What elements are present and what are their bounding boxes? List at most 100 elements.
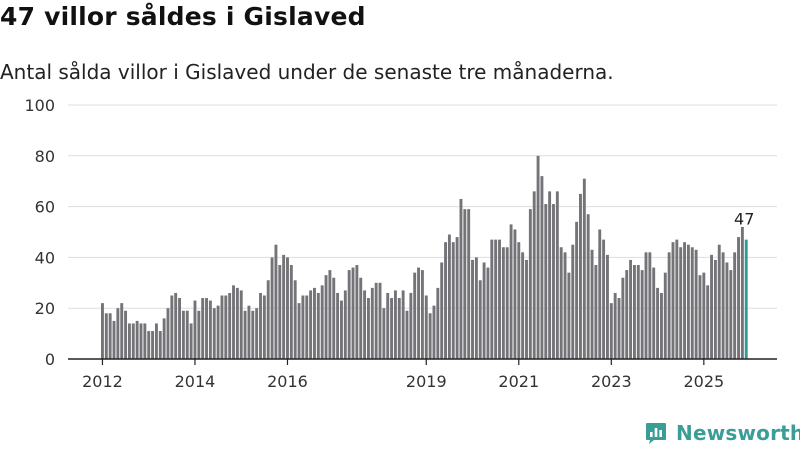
bar: [675, 239, 679, 359]
bar: [548, 191, 552, 359]
bar: [135, 320, 139, 359]
bar: [397, 298, 401, 359]
x-tick-label: 2023: [591, 372, 632, 391]
bar: [617, 298, 621, 359]
bar: [274, 244, 278, 359]
bar: [629, 259, 633, 359]
bar: [420, 270, 424, 359]
bar: [328, 270, 332, 359]
bar: [621, 277, 625, 359]
bar: [579, 193, 582, 359]
bar: [101, 303, 104, 359]
bar: [170, 295, 174, 359]
bar: [147, 331, 151, 359]
bar: [201, 298, 205, 359]
bar: [478, 280, 482, 359]
bar: [162, 318, 166, 359]
bar: [393, 290, 397, 359]
brand-name: Newsworthy: [676, 421, 800, 445]
bar: [501, 247, 505, 359]
bar: [220, 295, 224, 359]
bar: [336, 292, 340, 359]
bar: [208, 300, 212, 359]
bar: [151, 331, 155, 359]
bar: [436, 287, 440, 359]
bar: [698, 275, 702, 359]
bar: [185, 310, 189, 359]
bar: [127, 323, 131, 359]
bars: [101, 155, 748, 359]
x-tick-label: 2014: [175, 372, 216, 391]
bar: [235, 287, 239, 359]
bar: [363, 290, 367, 359]
bar-highlight: [744, 239, 748, 359]
bar: [740, 226, 744, 359]
bar: [667, 252, 671, 359]
bar: [104, 313, 108, 359]
bar: [316, 292, 320, 359]
bar: [648, 252, 652, 359]
bar: [613, 292, 617, 359]
bar: [278, 265, 282, 359]
bar: [409, 292, 413, 359]
bar: [424, 295, 428, 359]
bar: [632, 265, 636, 359]
bar: [644, 252, 648, 359]
y-tick-label: 0: [45, 350, 55, 369]
bar: [559, 247, 563, 359]
bar: [197, 310, 201, 359]
bar: [131, 323, 135, 359]
bar: [239, 290, 243, 359]
bar: [340, 300, 343, 359]
chart-subtitle: Antal sålda villor i Gislaved under de s…: [0, 60, 614, 84]
bar: [544, 204, 548, 359]
bar: [702, 272, 706, 359]
bar: [305, 295, 309, 359]
bar: [498, 239, 501, 359]
bar: [737, 237, 740, 359]
y-tick-label: 60: [35, 198, 55, 217]
x-tick-label: 2021: [498, 372, 539, 391]
bar: [590, 249, 594, 359]
bar: [189, 323, 193, 359]
bar: [293, 280, 297, 359]
bar: [309, 290, 313, 359]
bar: [390, 298, 394, 359]
bar-chart: 0 20 40 60 80 100 2012 2014 2016 2019 2021 2023 202…: [24, 96, 777, 391]
bar: [706, 285, 710, 359]
bar: [216, 305, 220, 359]
bar: [463, 209, 467, 359]
bar: [178, 298, 181, 359]
bar: [459, 198, 463, 359]
bar: [505, 247, 509, 359]
x-tick-label: 2025: [683, 372, 724, 391]
bar: [367, 298, 370, 359]
bar: [324, 275, 328, 359]
x-tick-label: 2016: [267, 372, 308, 391]
bar: [471, 259, 474, 359]
bar: [154, 323, 158, 359]
bar: [640, 270, 644, 359]
bar: [401, 290, 405, 359]
bar: [440, 262, 444, 359]
bar: [609, 303, 613, 359]
bar: [332, 277, 336, 359]
bar: [486, 267, 490, 359]
data-labels: 47: [734, 210, 754, 229]
bar: [386, 292, 390, 359]
x-axis: 2012 2014 2016 2019 2021 2023 2025: [68, 358, 777, 391]
bar: [120, 303, 124, 359]
bar: [282, 254, 286, 359]
bar: [139, 323, 143, 359]
bar: [451, 242, 455, 359]
bar: [536, 155, 540, 359]
y-tick-label: 80: [35, 147, 55, 166]
bar: [444, 242, 447, 359]
bar: [717, 244, 721, 359]
bar: [679, 247, 683, 359]
y-tick-label: 100: [24, 96, 55, 115]
bar: [636, 265, 640, 359]
bar: [224, 295, 228, 359]
bar: [713, 259, 717, 359]
bar: [659, 292, 663, 359]
